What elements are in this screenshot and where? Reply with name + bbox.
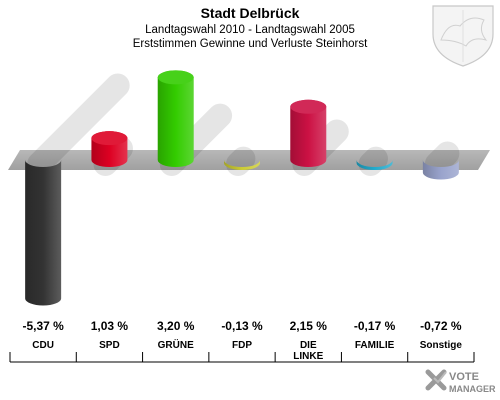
- category-label: DIE: [300, 340, 317, 351]
- chart-subtitle-2: Erststimmen Gewinne und Verluste Steinho…: [133, 38, 368, 50]
- category-label: Sonstige: [420, 340, 463, 351]
- value-label: -5,37 %: [22, 319, 64, 333]
- value-label: 3,20 %: [157, 319, 195, 333]
- brand-line2: MANAGER: [449, 384, 496, 394]
- bar-familie: [356, 160, 393, 170]
- value-label: -0,72 %: [420, 319, 462, 333]
- category-label: CDU: [32, 340, 54, 351]
- zero-baseline-band: [8, 150, 490, 170]
- value-label: -0,13 %: [221, 319, 263, 333]
- bar-die-linke: [290, 99, 327, 167]
- bar-shadow: [27, 73, 130, 176]
- category-label: SPD: [99, 340, 120, 351]
- value-label: 2,15 %: [290, 319, 328, 333]
- bar-cdu: [25, 160, 62, 306]
- bar-fdp: [224, 160, 260, 170]
- category-label: GRÜNE: [158, 338, 194, 351]
- value-label: -0,17 %: [354, 319, 396, 333]
- chart-title: Stadt Delbrück: [201, 5, 300, 21]
- category-label: LINKE: [293, 351, 323, 362]
- vote-manager-logo: VOTE MANAGER: [425, 369, 496, 394]
- category-label: FAMILIE: [355, 340, 395, 351]
- brand-line1: VOTE: [449, 371, 479, 383]
- coat-of-arms-icon: [432, 5, 494, 67]
- labels-layer: -5,37 % CDU 1,03 % SPD 3,20 % GRÜNE -0,13 % FDP…: [9, 319, 475, 363]
- bar-shadow: [358, 146, 388, 176]
- bar-shadow: [226, 146, 256, 176]
- bar-grüne: [157, 70, 194, 167]
- chart-subtitle-1: Landtagswahl 2010 - Landtagswahl 2005: [145, 24, 355, 36]
- category-label: FDP: [232, 340, 252, 351]
- bar-cap: [290, 99, 327, 114]
- bar-cap: [91, 131, 128, 146]
- bar-shadow: [424, 141, 460, 176]
- bar-sonstige: [422, 160, 459, 180]
- bars-layer: [8, 70, 490, 306]
- bar-cap: [157, 70, 194, 85]
- value-label: 1,03 %: [91, 319, 129, 333]
